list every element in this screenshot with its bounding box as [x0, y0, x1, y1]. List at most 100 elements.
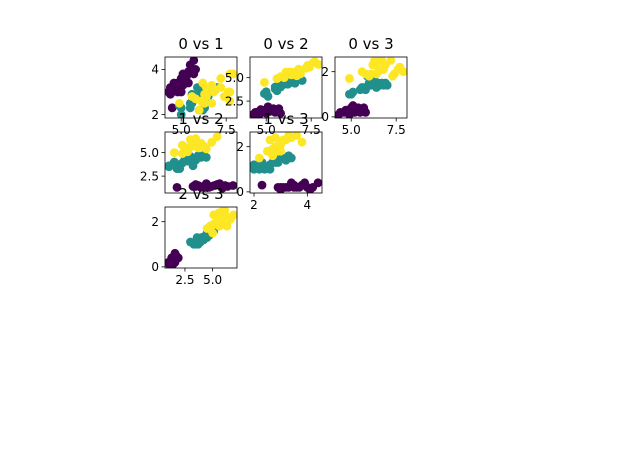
axes-frame	[164, 56, 238, 119]
x-tick-label: 5.0	[342, 123, 361, 137]
data-point	[169, 148, 179, 158]
panel-title: 0 vs 1	[178, 35, 223, 53]
data-point	[208, 228, 218, 238]
data-point	[348, 87, 358, 97]
data-point	[276, 146, 286, 156]
data-point	[170, 257, 180, 267]
data-point	[286, 153, 296, 163]
data-point	[273, 158, 283, 167]
panel-5: 2.5 5.0 0 2 2 vs 3	[151, 185, 238, 287]
data-point	[212, 132, 222, 142]
y-tick-label: 0	[236, 185, 244, 199]
data-point	[313, 178, 322, 188]
y-tick-label: 0	[151, 260, 159, 274]
data-point	[201, 152, 211, 162]
data-point	[261, 107, 271, 117]
data-point	[368, 60, 378, 70]
y-tick-label: 2.5	[225, 94, 244, 108]
data-point	[193, 239, 203, 249]
panel-3: 2.55.01 vs 2	[140, 110, 238, 194]
data-point	[250, 160, 259, 170]
panel-1: 5.0 7.5 2.5 5.0 0 vs 2	[225, 35, 323, 137]
data-point	[189, 57, 199, 65]
data-point	[202, 83, 211, 92]
panel-0: 5.0 7.5 2 4 0 vs 1	[151, 35, 238, 137]
y-tick-label: 2	[151, 108, 159, 122]
data-point	[382, 80, 392, 90]
data-point	[386, 57, 396, 65]
data-point	[175, 164, 185, 174]
data-point	[228, 181, 237, 190]
panel-title: 0 vs 3	[348, 35, 393, 53]
points-0	[165, 57, 237, 118]
data-point	[194, 105, 204, 115]
data-point	[268, 151, 278, 161]
panel-2: 5.0 7.5 0 2 0 vs 3	[321, 35, 408, 137]
data-point	[254, 110, 264, 118]
data-point	[216, 74, 226, 83]
points-2	[335, 57, 407, 118]
data-point	[361, 107, 370, 117]
data-point	[207, 137, 217, 147]
data-point	[167, 103, 177, 113]
x-tick-label: 2	[250, 198, 258, 212]
panel-title: 1 vs 3	[263, 110, 308, 128]
data-point	[278, 80, 287, 90]
data-point	[214, 221, 224, 231]
data-point	[292, 132, 302, 140]
data-point	[223, 87, 233, 97]
data-point	[276, 108, 285, 118]
data-point	[372, 69, 381, 79]
data-point	[165, 161, 174, 171]
axes-frame	[249, 131, 323, 194]
data-point	[348, 101, 358, 110]
data-point	[200, 98, 210, 108]
x-tick-label: 5.0	[203, 273, 222, 287]
data-point	[222, 221, 232, 231]
data-point	[265, 164, 275, 174]
data-point	[177, 140, 187, 150]
axes-frame	[164, 206, 238, 269]
data-point	[229, 69, 237, 79]
y-tick-label: 5.0	[140, 146, 159, 160]
axes-frame	[164, 131, 238, 194]
x-tick-label: 7.5	[387, 123, 406, 137]
y-tick-label: 5.0	[225, 71, 244, 85]
panel-title: 1 vs 2	[178, 110, 223, 128]
x-tick-label: 5.0	[257, 123, 276, 137]
data-point	[399, 67, 407, 77]
points-4	[250, 132, 322, 193]
data-point	[191, 134, 201, 143]
y-tick-label: 2	[151, 215, 159, 229]
data-point	[188, 161, 198, 171]
data-point	[314, 60, 322, 69]
data-point	[220, 207, 230, 215]
data-point	[292, 71, 302, 81]
points-3	[165, 132, 237, 193]
axes-frame	[334, 56, 408, 119]
data-point	[341, 105, 351, 115]
data-point	[297, 137, 307, 147]
y-tick-label: 4	[151, 63, 159, 77]
data-point	[289, 180, 299, 190]
points-5	[165, 207, 237, 268]
x-tick-label: 7.5	[217, 123, 236, 137]
x-tick-label: 5.0	[172, 123, 191, 137]
data-point	[229, 210, 237, 220]
data-point	[201, 144, 211, 154]
data-point	[184, 78, 193, 88]
data-point	[270, 133, 280, 143]
y-tick-label: 0	[321, 110, 329, 124]
data-point	[176, 87, 186, 97]
data-point	[175, 98, 184, 108]
data-point	[345, 74, 354, 83]
x-tick-label: 7.5	[302, 123, 321, 137]
points-1	[250, 57, 322, 118]
panel-title: 2 vs 3	[178, 185, 223, 203]
data-point	[209, 210, 219, 220]
data-point	[207, 98, 217, 108]
data-point	[191, 65, 201, 74]
